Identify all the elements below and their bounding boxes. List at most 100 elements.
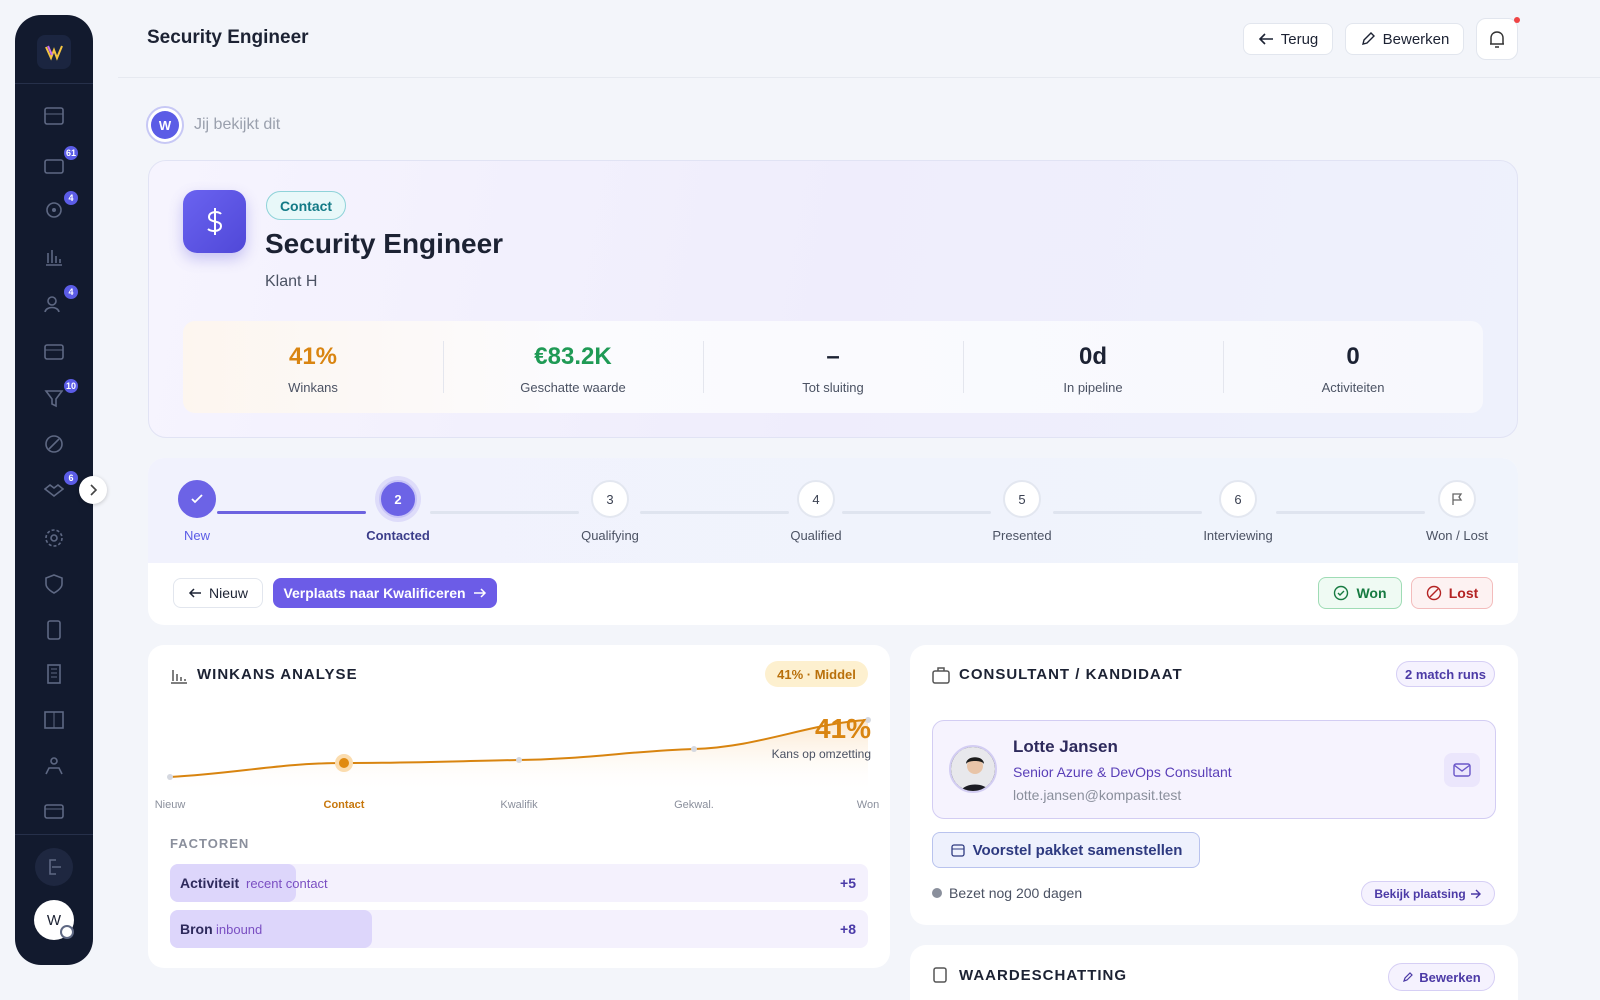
- card-title: WINKANS ANALYSE: [197, 666, 358, 683]
- nav-icon[interactable]: [44, 247, 64, 267]
- match-badge[interactable]: 2 match runs: [1396, 661, 1495, 687]
- valuation-edit-button[interactable]: Bewerken: [1388, 963, 1495, 991]
- user-avatar[interactable]: W: [34, 900, 74, 940]
- step-label: Presented: [992, 528, 1052, 543]
- step[interactable]: 5: [1003, 480, 1041, 518]
- step-label: Contacted: [366, 528, 430, 543]
- nav-icon[interactable]: [44, 574, 64, 594]
- link-label: Bekijk plaatsing: [1374, 886, 1466, 901]
- stat: 0d In pipeline: [963, 321, 1223, 413]
- page-title: Security Engineer: [147, 27, 309, 48]
- next-stage-button[interactable]: Verplaats naar Kwalificeren: [273, 578, 497, 608]
- logo[interactable]: [37, 35, 71, 69]
- viewer-text: Jij bekijkt dit: [194, 116, 281, 133]
- axis-label: Nieuw: [154, 799, 186, 811]
- briefcase-icon: [932, 667, 950, 684]
- step[interactable]: 6: [1219, 480, 1257, 518]
- factor-detail: recent contact: [246, 876, 328, 891]
- mail-button[interactable]: [1444, 753, 1480, 787]
- notification-dot: [1514, 17, 1520, 23]
- nav-icon[interactable]: [44, 528, 64, 548]
- axis-label: Won: [856, 799, 880, 811]
- section-title: FACTOREN: [170, 836, 250, 851]
- nav-icon[interactable]: [44, 155, 64, 175]
- button-label: Won: [1356, 585, 1387, 601]
- stats-panel: 41% Winkans €83.2K Geschatte waarde – Tot s…: [183, 321, 1483, 413]
- score-badge: 41% · Middel: [765, 661, 868, 687]
- nav-icon[interactable]: [44, 200, 64, 220]
- nav-icon[interactable]: [44, 341, 64, 361]
- stat: 41% Winkans: [183, 321, 443, 413]
- button-label: Verplaats naar Kwalificeren: [283, 585, 466, 601]
- nav-icon[interactable]: [44, 710, 64, 730]
- back-button[interactable]: Terug: [1243, 23, 1333, 55]
- button-label: Nieuw: [209, 585, 248, 601]
- stat-label: Geschatte waarde: [520, 380, 626, 395]
- nav-badge: 4: [62, 283, 80, 301]
- nav-icon[interactable]: [44, 756, 64, 776]
- factor-detail: inbound: [216, 922, 263, 937]
- logout-button[interactable]: [35, 848, 73, 886]
- factor-name: Activiteit: [180, 875, 240, 891]
- deal-title: Security Engineer: [265, 228, 504, 259]
- button-label: Bewerken: [1382, 30, 1450, 48]
- stepper-track: [148, 458, 1518, 563]
- nav-icon[interactable]: [44, 480, 64, 500]
- sidebar-toggle[interactable]: [79, 476, 107, 504]
- stat-label: In pipeline: [1063, 380, 1123, 395]
- previous-stage-button[interactable]: Nieuw: [173, 578, 263, 608]
- lost-button[interactable]: Lost: [1411, 577, 1493, 609]
- stat-value: –: [826, 343, 840, 370]
- step-connector: [640, 511, 789, 514]
- nav-badge: 4: [62, 189, 80, 207]
- card-title: WAARDESCHATTING: [959, 967, 1128, 984]
- step-connector: [1053, 511, 1202, 514]
- step-connector: [1276, 511, 1425, 514]
- button-label: Lost: [1448, 585, 1479, 601]
- nav-icon[interactable]: [44, 294, 64, 314]
- step[interactable]: 3: [591, 480, 629, 518]
- step-final[interactable]: [1438, 480, 1476, 518]
- won-button[interactable]: Won: [1318, 577, 1402, 609]
- deal-icon: [183, 190, 246, 253]
- card-title: CONSULTANT / KANDIDAAT: [959, 666, 1183, 683]
- placement-link[interactable]: Bekijk plaatsing: [1361, 881, 1495, 906]
- step-current[interactable]: 2: [379, 480, 417, 518]
- candidate-role: Senior Azure & DevOps Consultant: [1013, 764, 1232, 780]
- stat-label: Winkans: [288, 380, 338, 395]
- button-label: Terug: [1280, 30, 1319, 48]
- candidate-panel[interactable]: Lotte Jansen Senior Azure & DevOps Consu…: [932, 720, 1496, 819]
- nav-badge: 61: [62, 144, 80, 162]
- nav-icon[interactable]: [44, 388, 64, 408]
- divider: [963, 341, 964, 393]
- step-connector: [842, 511, 991, 514]
- calculator-icon: [933, 967, 947, 983]
- edit-button[interactable]: Bewerken: [1345, 23, 1464, 55]
- package-button[interactable]: Voorstel pakket samenstellen: [932, 832, 1200, 868]
- divider: [15, 83, 93, 84]
- nav-icon[interactable]: [44, 434, 64, 454]
- step-done[interactable]: [178, 480, 216, 518]
- chart-icon: [171, 670, 187, 684]
- divider: [703, 341, 704, 393]
- nav-icon[interactable]: [44, 801, 64, 821]
- stat-value: €83.2K: [534, 343, 612, 370]
- nav-icon[interactable]: [44, 664, 64, 684]
- candidate-name: Lotte Jansen: [1013, 737, 1118, 756]
- notifications-button[interactable]: [1476, 18, 1518, 60]
- factor-bar: [170, 910, 372, 948]
- stat-value: 0d: [1078, 343, 1107, 370]
- candidate-email: lotte.jansen@kompasit.test: [1013, 787, 1182, 803]
- divider: [15, 834, 93, 835]
- step[interactable]: 4: [797, 480, 835, 518]
- nav-icon[interactable]: [44, 620, 64, 640]
- nav-badge: 6: [62, 469, 80, 487]
- axis-label: Gekwal.: [674, 799, 714, 811]
- nav-icon[interactable]: [44, 106, 64, 126]
- status-dot: [932, 888, 942, 898]
- factor-score: +5: [840, 875, 856, 891]
- button-label: Voorstel pakket samenstellen: [972, 841, 1183, 859]
- divider: [1223, 341, 1224, 393]
